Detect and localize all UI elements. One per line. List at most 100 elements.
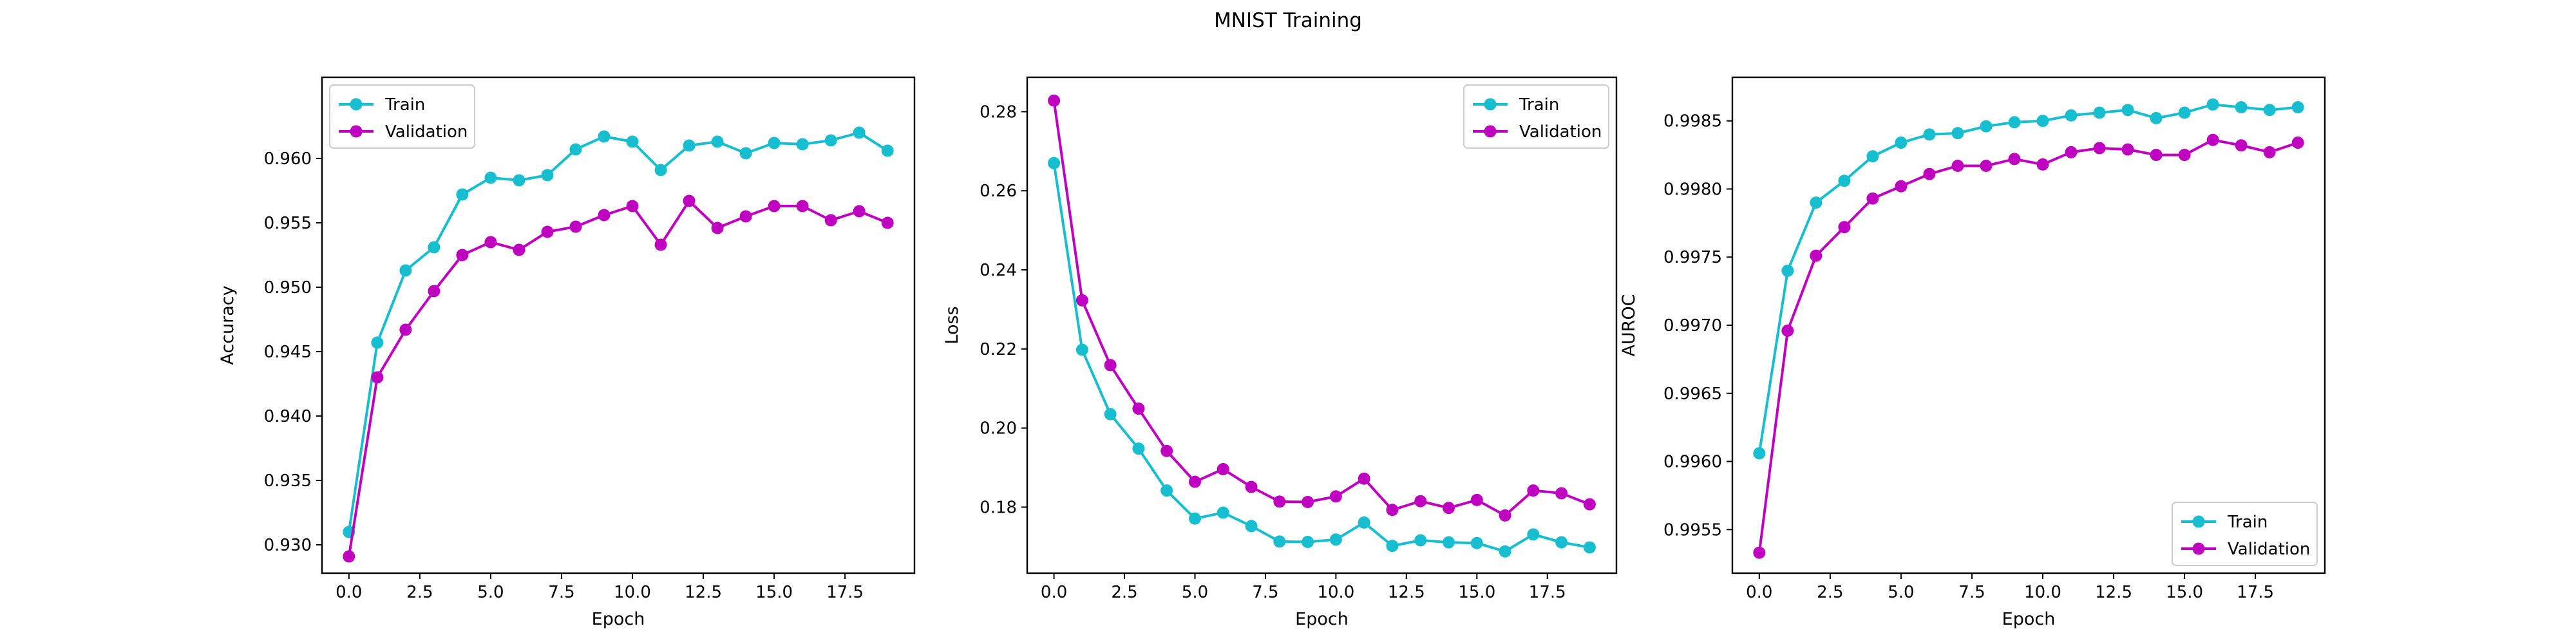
legend-label: Validation [385, 122, 468, 142]
data-point [1302, 495, 1314, 508]
y-tick-label: 0.9980 [1663, 180, 1722, 199]
legend-swatch-marker [350, 98, 363, 111]
data-point [1273, 535, 1286, 548]
data-point [569, 143, 582, 156]
data-point [343, 550, 355, 563]
data-point [2150, 111, 2163, 124]
x-tick-label: 7.5 [548, 583, 574, 602]
data-point [1980, 120, 1993, 133]
data-point [1895, 137, 1908, 149]
data-point [1527, 528, 1540, 541]
legend-label: Validation [1519, 122, 1602, 142]
data-point [796, 138, 809, 151]
x-tick-label: 17.5 [826, 583, 864, 602]
series-train [343, 126, 894, 538]
series-train [1048, 156, 1596, 558]
data-point [428, 285, 440, 298]
data-point [683, 139, 696, 152]
data-point [541, 225, 554, 238]
y-tick-label: 0.20 [980, 419, 1017, 439]
data-point [768, 137, 781, 149]
data-point [2036, 115, 2049, 128]
x-tick-label: 5.0 [1182, 583, 1208, 602]
data-point [1781, 324, 1794, 337]
data-point [456, 188, 469, 201]
y-tick-label: 0.24 [980, 261, 1017, 280]
data-point [1951, 160, 1964, 172]
x-tick-label: 10.0 [614, 583, 651, 602]
legend-label: Train [2227, 513, 2268, 532]
x-tick-label: 12.5 [2095, 583, 2132, 602]
x-tick-label: 0.0 [1041, 583, 1067, 602]
legend-swatch-marker [1484, 98, 1497, 111]
data-point [1217, 506, 1229, 519]
data-point [2178, 106, 2191, 119]
x-tick-label: 2.5 [1817, 583, 1843, 602]
x-tick-label: 15.0 [755, 583, 793, 602]
data-point [2263, 146, 2276, 158]
x-tick-label: 0.0 [1746, 583, 1772, 602]
data-point [1980, 160, 1993, 172]
y-tick-label: 0.935 [264, 471, 312, 491]
y-axis-label: AUROC [1619, 294, 1639, 356]
x-tick-label: 17.5 [2237, 583, 2274, 602]
data-point [1329, 533, 1342, 546]
x-axis-label: Epoch [592, 609, 645, 629]
data-point [1414, 495, 1427, 507]
data-point [2235, 139, 2248, 152]
data-point [1951, 127, 1964, 140]
y-tick-label: 0.9975 [1663, 248, 1722, 267]
data-point [1329, 490, 1342, 503]
y-tick-label: 0.22 [980, 340, 1017, 359]
data-point [484, 171, 497, 184]
legend-label: Validation [2228, 540, 2310, 559]
data-point [1499, 509, 1511, 522]
chart-1: 0.0 2.5 5.0 7.5 10.0 12.5 15.0 17.5 0.930 0.935 0.… [218, 76, 916, 629]
data-point [2206, 98, 2219, 111]
legend: Train Validation [1463, 84, 1609, 149]
series-validation [343, 194, 894, 563]
data-point [654, 164, 667, 176]
x-tick-label: 12.5 [685, 583, 722, 602]
x-tick-label: 2.5 [406, 583, 433, 602]
data-point [824, 134, 837, 147]
data-point [1302, 535, 1314, 548]
data-point [1217, 463, 1229, 476]
axes-frame [1026, 76, 1618, 574]
y-tick-label: 0.9970 [1663, 316, 1722, 336]
data-point [371, 371, 384, 384]
data-point [456, 249, 469, 261]
legend-swatch-marker [2192, 515, 2205, 528]
y-axis-label: Loss [942, 306, 962, 344]
data-point [824, 214, 837, 227]
data-point [1499, 545, 1511, 558]
data-point [626, 200, 639, 213]
data-point [1810, 249, 1823, 262]
data-point [1048, 156, 1061, 169]
data-point [768, 200, 781, 213]
data-point [428, 241, 440, 254]
data-point [1443, 502, 1455, 515]
legend-swatch-marker [2192, 542, 2205, 555]
data-point [739, 210, 752, 223]
y-tick-label: 0.950 [264, 278, 312, 298]
data-point [371, 336, 384, 349]
y-tick-label: 0.9955 [1663, 520, 1722, 540]
legend-label: Train [384, 95, 425, 115]
data-point [1555, 536, 1568, 549]
data-point [1866, 192, 1879, 205]
data-point [1104, 359, 1117, 372]
data-point [513, 174, 526, 187]
data-point [1273, 495, 1286, 508]
data-point [1583, 541, 1596, 554]
data-point [399, 323, 412, 336]
data-point [1470, 493, 1483, 506]
chart-3: 0.0 2.5 5.0 7.5 10.0 12.5 15.0 17.5 0.9955 0.9960… [1619, 76, 2326, 629]
data-point [399, 264, 412, 277]
data-point [1188, 475, 1201, 488]
data-point [626, 135, 639, 148]
data-point [1414, 534, 1427, 547]
data-point [2150, 149, 2163, 162]
data-point [1048, 94, 1061, 107]
